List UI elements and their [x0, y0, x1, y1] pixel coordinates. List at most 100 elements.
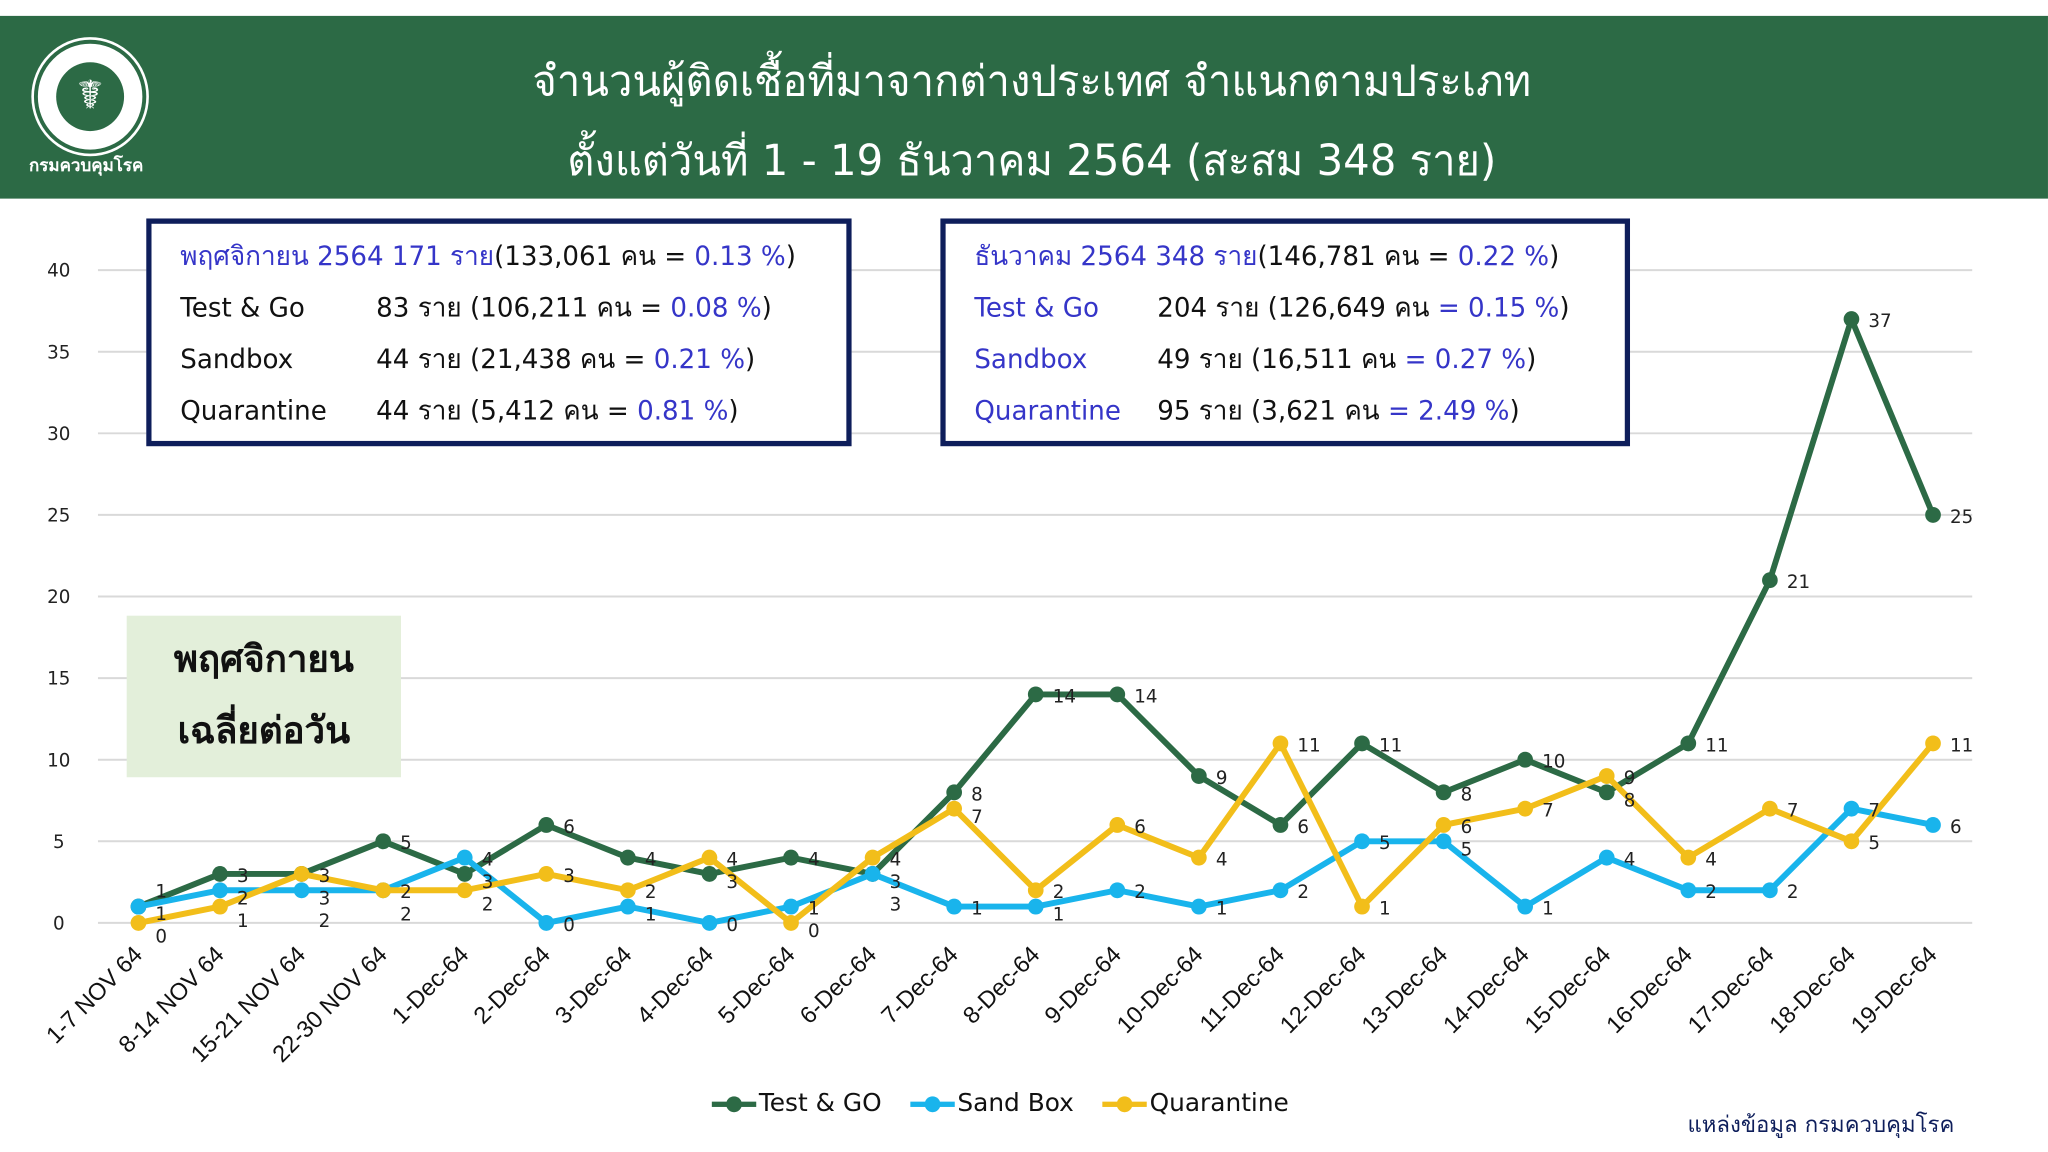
y-tick-label: 35	[47, 342, 70, 363]
data-label: 2	[237, 888, 249, 909]
data-label: 1	[155, 904, 167, 925]
ddc-logo: ☤	[33, 39, 147, 154]
avg-label-line1: พฤศจิกายน	[173, 636, 354, 681]
data-label: 4	[1705, 849, 1717, 870]
summary-cell: )	[1509, 394, 1520, 427]
title-line-1: จำนวนผู้ติดเชื้อที่มาจากต่างประเทศ จำแนก…	[532, 55, 1532, 106]
data-label: 25	[1950, 507, 1973, 528]
data-label: 7	[971, 807, 983, 828]
legend-item: Test & GO	[711, 1088, 882, 1118]
data-label: 0	[563, 915, 575, 936]
summary-cell: = 0.27 %	[1404, 342, 1527, 375]
summary-cell: Test & Go	[180, 291, 305, 324]
y-tick-label: 15	[47, 669, 70, 690]
data-label: 2	[1787, 882, 1799, 903]
summary-cell: Sandbox	[180, 342, 294, 375]
data-point	[1272, 735, 1289, 752]
data-point	[1435, 817, 1452, 833]
data-label: 11	[1705, 735, 1728, 756]
data-label: 6	[1297, 817, 1309, 838]
data-point	[1843, 311, 1860, 328]
data-point	[1109, 882, 1126, 899]
data-point	[1191, 849, 1207, 866]
data-label: 0	[808, 921, 820, 942]
data-point	[1680, 735, 1697, 752]
summary-cell: )	[1549, 239, 1560, 272]
data-point	[130, 898, 147, 915]
data-point	[1843, 833, 1860, 850]
data-point	[538, 865, 555, 882]
summary-row: Sandbox 44 ราย (21,438 คน = 0.21 %)	[180, 338, 755, 380]
y-tick-label: 40	[47, 261, 70, 282]
x-tick-label: 16-Dec-64	[1602, 942, 1698, 1039]
data-label: 2	[400, 882, 412, 903]
data-label: 6	[1461, 817, 1473, 838]
data-label: 2	[645, 882, 657, 903]
summary-cell: )	[728, 394, 739, 427]
data-point	[1354, 833, 1370, 850]
summary-cell: )	[1526, 342, 1537, 375]
data-point	[1354, 898, 1370, 915]
data-label: 1	[645, 905, 657, 926]
caduceus-icon: ☤	[56, 62, 125, 132]
data-point	[864, 865, 881, 882]
data-label: 2	[400, 905, 412, 926]
data-label: 9	[1624, 768, 1636, 789]
data-point	[1354, 735, 1370, 752]
summary-row: พฤศจิกายน 2564 171 ราย(133,061 คน = 0.13…	[180, 234, 796, 276]
data-label: 4	[890, 849, 902, 870]
summary-cell: Quarantine	[974, 394, 1121, 427]
summary-row: Test & Go 83 ราย (106,211 คน = 0.08 %)	[180, 286, 772, 328]
logo-text: กรมควบคุมโรค	[28, 156, 144, 177]
summary-cell: 0.81 %	[637, 394, 729, 427]
data-label: 2	[482, 894, 494, 915]
summary-row: Quarantine 44 ราย (5,412 คน = 0.81 %)	[180, 389, 738, 431]
summary-cell: Quarantine	[180, 394, 327, 427]
data-point	[864, 849, 881, 866]
x-tick-label: 4-Dec-64	[632, 942, 719, 1030]
x-tick-label: 15-Dec-64	[1520, 942, 1616, 1039]
data-label: 1	[1216, 898, 1228, 919]
data-point	[293, 865, 310, 882]
summary-cell: )	[1559, 291, 1570, 324]
x-tick-label: 18-Dec-64	[1765, 942, 1861, 1039]
summary-cell: )	[785, 239, 796, 272]
data-point	[620, 849, 636, 866]
data-point	[375, 882, 391, 899]
summary-row: Sandbox 49 ราย (16,511 คน = 0.27 %)	[974, 338, 1536, 380]
x-tick-label: 5-Dec-64	[714, 942, 801, 1030]
data-point	[620, 898, 636, 915]
data-label: 10	[1542, 752, 1565, 773]
data-label: 3	[563, 866, 575, 887]
data-point	[1680, 849, 1697, 866]
legend-item: Quarantine	[1102, 1088, 1289, 1118]
x-tick-label: 12-Dec-64	[1276, 942, 1372, 1039]
data-source: แหล่งข้อมูล กรมควบคุมโรค	[1687, 1112, 1955, 1139]
data-point	[212, 865, 228, 882]
summary-cell: = 2.49 %	[1387, 394, 1510, 427]
summary-cell: 0.08 %	[670, 291, 762, 324]
data-point	[1027, 898, 1044, 915]
y-tick-label: 20	[47, 587, 70, 608]
x-tick-label: 2-Dec-64	[469, 942, 556, 1030]
data-label: 3	[319, 866, 331, 887]
summary-cell: = 0.15 %	[1437, 291, 1560, 324]
data-point	[1925, 506, 1941, 523]
y-tick-label: 25	[47, 505, 70, 526]
summary-cell: )	[761, 291, 772, 324]
data-point	[783, 849, 799, 866]
data-label: 4	[482, 849, 494, 870]
data-label: 6	[1950, 817, 1962, 838]
data-label: 2	[1705, 882, 1717, 903]
data-label: 4	[1216, 849, 1228, 870]
x-tick-label: 9-Dec-64	[1040, 942, 1127, 1030]
data-point	[375, 833, 391, 850]
data-label: 2	[319, 911, 331, 932]
legend-swatch-icon	[1102, 1095, 1147, 1112]
summary-cell: 0.22 %	[1457, 239, 1550, 272]
summary-cell: 204 ราย (126,649 คน	[1157, 291, 1438, 324]
summary-cell: 95 ราย (3,621 คน	[1157, 394, 1388, 427]
avg-label-line2: เฉลี่ยต่อวัน	[177, 708, 351, 753]
data-point	[783, 914, 799, 931]
x-tick-label: 8-Dec-64	[959, 942, 1046, 1030]
